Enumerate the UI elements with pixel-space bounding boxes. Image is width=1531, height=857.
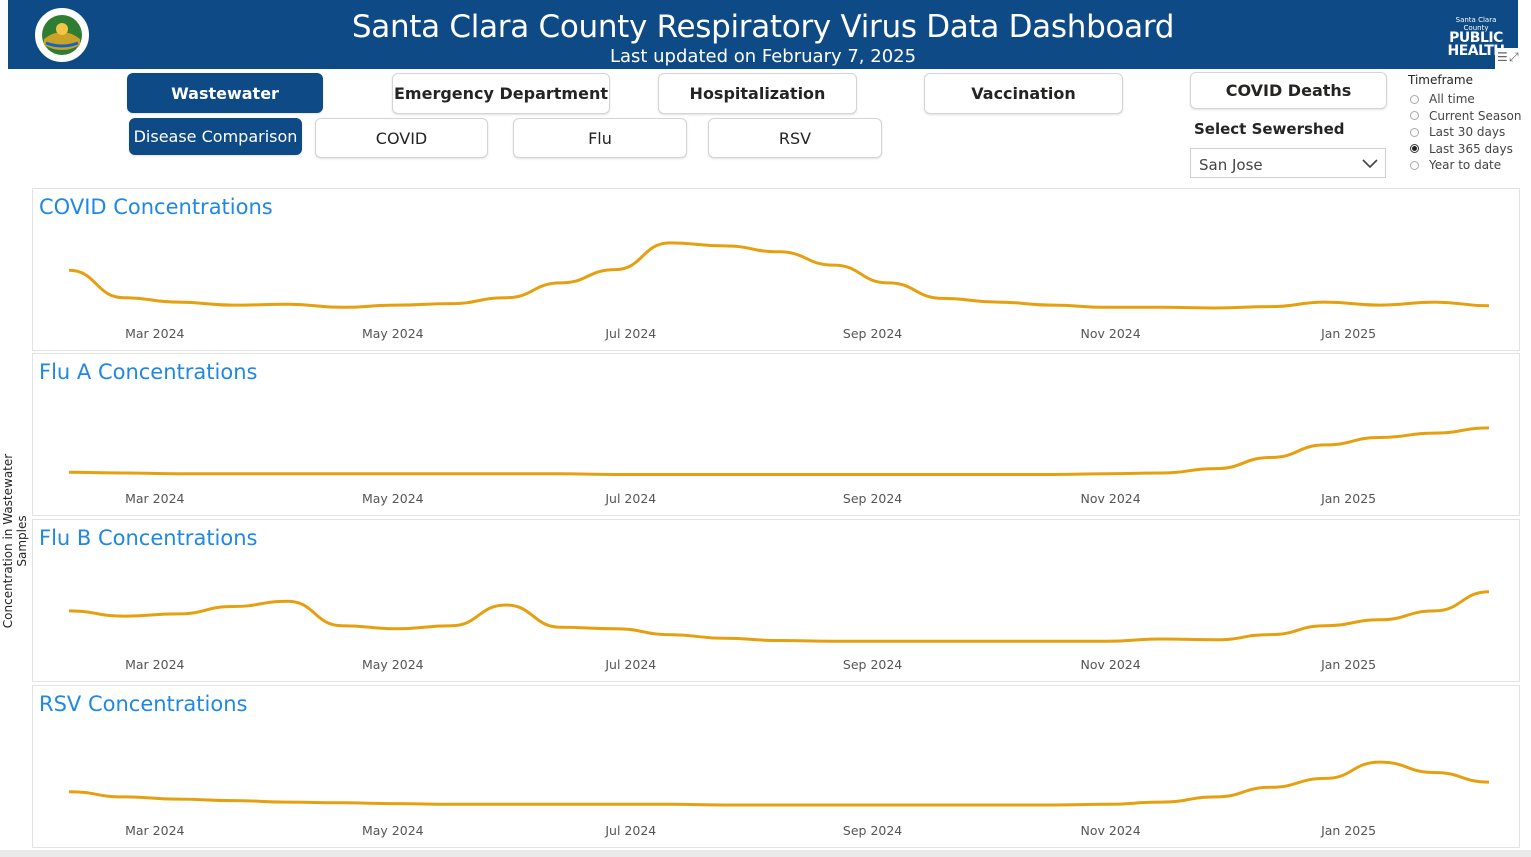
timeframe-option-label: Last 365 days	[1429, 141, 1513, 156]
tab-emergency-department[interactable]: Emergency Department	[392, 73, 610, 114]
series-line	[68, 426, 1490, 476]
logo-county-text: Santa Clara County	[1455, 16, 1497, 32]
radio-icon[interactable]	[1410, 111, 1419, 121]
series-line	[68, 590, 1490, 643]
sewershed-value: San Jose	[1199, 156, 1263, 174]
dashboard-header: Santa Clara County Respiratory Virus Dat…	[8, 0, 1518, 69]
x-tick-label: Nov 2024	[1081, 657, 1141, 672]
chart-title: Flu A Concentrations	[39, 360, 258, 384]
tab-label: Hospitalization	[689, 84, 826, 103]
y-axis-label: Concentration in Wastewater Samples	[1, 453, 29, 629]
tab-label: Wastewater	[171, 83, 279, 103]
timeframe-option-label: Year to date	[1429, 158, 1502, 173]
timeframe-title: Timeframe	[1408, 73, 1473, 87]
tab-label: COVID Deaths	[1225, 81, 1352, 100]
x-tick-label: Mar 2024	[125, 657, 184, 672]
x-tick-label: Nov 2024	[1081, 823, 1141, 838]
subtab-covid[interactable]: COVID	[315, 118, 488, 158]
visual-header-icons: ☰ ⤢	[1495, 48, 1522, 70]
x-tick-label: May 2024	[362, 823, 424, 838]
x-tick-label: Sep 2024	[843, 657, 902, 672]
series-line	[68, 760, 1490, 807]
sewershed-dropdown[interactable]: San Jose	[1190, 148, 1386, 178]
covid-chart-panel: COVID Concentrations Mar 2024 May 2024 Jul…	[32, 188, 1520, 351]
x-tick-label: May 2024	[362, 326, 424, 341]
x-tick-label: Nov 2024	[1081, 326, 1141, 341]
x-tick-label: Jan 2025	[1320, 491, 1376, 506]
series-line	[68, 241, 1490, 310]
x-tick-label: May 2024	[362, 491, 424, 506]
subtab-rsv[interactable]: RSV	[708, 118, 882, 158]
radio-icon[interactable]	[1410, 160, 1419, 170]
x-tick-label: May 2024	[362, 657, 424, 672]
timeframe-filter: Timeframe All time Current Season Last 30 …	[1408, 73, 1521, 174]
timeframe-option-label: All time	[1429, 92, 1475, 107]
flu-a-line-chart: Mar 2024 May 2024 Jul 2024 Sep 2024 Nov 2024…	[68, 426, 1490, 506]
timeframe-option[interactable]: Year to date	[1408, 157, 1521, 174]
x-tick-label: Mar 2024	[125, 491, 184, 506]
flu-b-chart-panel: Flu B Concentrations Mar 2024 May 2024 Jul…	[32, 519, 1520, 682]
county-seal-icon	[33, 6, 91, 64]
chart-title: RSV Concentrations	[39, 692, 248, 716]
timeframe-option-label: Last 30 days	[1429, 125, 1506, 140]
tab-hospitalization[interactable]: Hospitalization	[658, 73, 857, 114]
timeframe-option[interactable]: Current Season	[1408, 108, 1521, 125]
x-tick-label: Jul 2024	[604, 326, 656, 341]
logo-public-text: PUBLIC	[1449, 30, 1503, 46]
x-tick-label: Sep 2024	[843, 823, 902, 838]
subtab-label: COVID	[375, 128, 428, 148]
chevron-down-icon	[1362, 159, 1378, 169]
filter-icon[interactable]: ☰	[1497, 50, 1508, 64]
x-tick-label: Nov 2024	[1081, 491, 1141, 506]
page-title: Santa Clara County Respiratory Virus Dat…	[351, 9, 1175, 45]
timeframe-option-label: Current Season	[1429, 108, 1522, 123]
flu-b-line-chart: Mar 2024 May 2024 Jul 2024 Sep 2024 Nov 2024…	[68, 590, 1490, 672]
x-tick-label: Sep 2024	[843, 491, 902, 506]
subtab-label: Disease Comparison	[133, 127, 298, 146]
logo-health-text: HEALTH	[1447, 43, 1506, 59]
subtab-disease-comparison[interactable]: Disease Comparison	[129, 118, 302, 155]
tab-label: Vaccination	[971, 84, 1076, 103]
last-updated-text: Last updated on February 7, 2025	[609, 46, 917, 67]
timeframe-option[interactable]: All time	[1408, 91, 1521, 108]
rsv-line-chart: Mar 2024 May 2024 Jul 2024 Sep 2024 Nov 2024…	[68, 760, 1490, 838]
page-footer-bar	[0, 850, 1531, 857]
focus-mode-icon[interactable]: ⤢	[1509, 50, 1519, 64]
tab-covid-deaths[interactable]: COVID Deaths	[1190, 72, 1387, 109]
rsv-chart-panel: RSV Concentrations Mar 2024 May 2024 Jul 2…	[32, 685, 1520, 848]
x-tick-label: Jul 2024	[604, 657, 656, 672]
x-tick-label: Jul 2024	[604, 491, 656, 506]
radio-icon[interactable]	[1410, 144, 1419, 154]
x-tick-label: Mar 2024	[125, 823, 184, 838]
subtab-flu[interactable]: Flu	[513, 118, 687, 158]
x-tick-label: Jan 2025	[1320, 823, 1376, 838]
sewershed-label: Select Sewershed	[1194, 120, 1345, 138]
x-tick-label: Mar 2024	[125, 326, 184, 341]
chart-title: COVID Concentrations	[39, 195, 273, 219]
radio-icon[interactable]	[1410, 127, 1419, 137]
covid-line-chart: Mar 2024 May 2024 Jul 2024 Sep 2024 Nov 2024…	[68, 241, 1490, 341]
tab-label: Emergency Department	[393, 84, 608, 103]
tab-vaccination[interactable]: Vaccination	[924, 73, 1123, 114]
timeframe-option[interactable]: Last 365 days	[1408, 141, 1521, 158]
flu-a-chart-panel: Flu A Concentrations Mar 2024 May 2024 Jul…	[32, 353, 1520, 516]
subtab-label: RSV	[778, 128, 812, 148]
radio-icon[interactable]	[1410, 94, 1419, 104]
x-tick-label: Jan 2025	[1320, 657, 1376, 672]
public-health-logo: Santa Clara County PUBLIC HEALTH	[1444, 16, 1508, 58]
timeframe-option[interactable]: Last 30 days	[1408, 124, 1521, 141]
tab-wastewater[interactable]: Wastewater	[127, 73, 323, 113]
chart-title: Flu B Concentrations	[39, 526, 258, 550]
x-tick-label: Jan 2025	[1320, 326, 1376, 341]
x-tick-label: Jul 2024	[604, 823, 656, 838]
subtab-label: Flu	[588, 128, 612, 148]
x-tick-label: Sep 2024	[843, 326, 902, 341]
